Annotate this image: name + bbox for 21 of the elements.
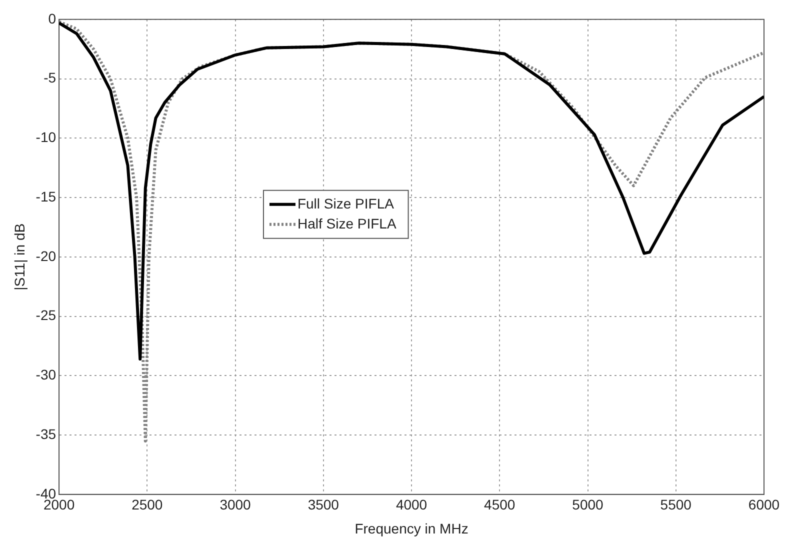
y-tick-label: -20 bbox=[36, 248, 56, 264]
x-tick-label: 5500 bbox=[660, 496, 692, 513]
x-axis-title: Frequency in MHz bbox=[354, 520, 468, 536]
y-axis-title: |S11| in dB bbox=[11, 223, 28, 290]
y-tick-label: -30 bbox=[36, 366, 56, 383]
legend-label: Half Size PIFLA bbox=[297, 215, 397, 232]
x-tick-label: 4500 bbox=[484, 496, 516, 513]
y-tick-label: -35 bbox=[36, 426, 56, 442]
y-tick-label: -40 bbox=[36, 485, 56, 502]
x-tick-label: 3500 bbox=[308, 496, 340, 513]
y-tick-label: -5 bbox=[44, 70, 56, 86]
x-tick-label: 5000 bbox=[572, 496, 604, 513]
y-tick-label: -25 bbox=[36, 307, 56, 324]
x-tick-label: 4000 bbox=[396, 496, 428, 513]
y-tick-label: -15 bbox=[36, 188, 56, 204]
x-tick-label: 3000 bbox=[220, 496, 252, 513]
x-tick-label: 6000 bbox=[748, 496, 780, 513]
y-tick-label: -10 bbox=[36, 129, 56, 146]
x-tick-label: 2500 bbox=[132, 496, 163, 513]
y-tick-label: 0 bbox=[48, 10, 56, 26]
legend-label: Full Size PIFLA bbox=[297, 195, 395, 212]
